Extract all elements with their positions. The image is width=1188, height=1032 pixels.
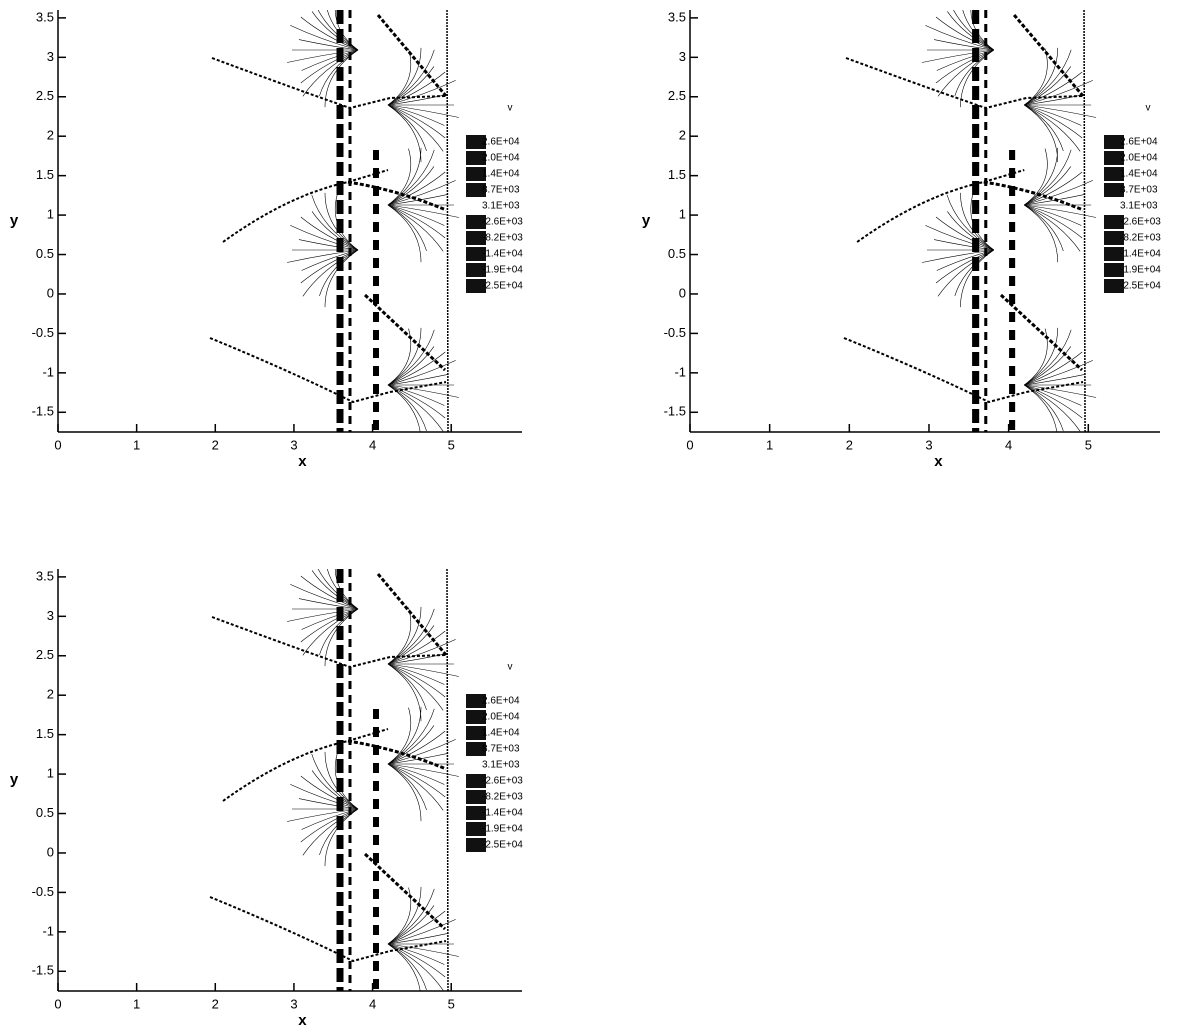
y-tick-label: 1 bbox=[47, 766, 54, 781]
y-tick-label: 0 bbox=[47, 844, 54, 859]
colorbar-title: v bbox=[1146, 103, 1151, 114]
x-tick-label: 5 bbox=[448, 996, 455, 1011]
y-tick-label: 1 bbox=[47, 207, 54, 222]
colorbar-label: -8.2E+03 bbox=[1120, 233, 1161, 244]
x-tick-label: 2 bbox=[846, 437, 853, 452]
x-tick-label: 3 bbox=[290, 996, 297, 1011]
y-tick-label: 2 bbox=[679, 128, 686, 143]
y-tick-label: 3 bbox=[47, 49, 54, 64]
y-tick-label: 0.5 bbox=[36, 246, 54, 261]
y-tick-label: 1 bbox=[679, 207, 686, 222]
y-tick-label: -1.5 bbox=[664, 404, 686, 419]
colorbar-label: -1.4E+04 bbox=[482, 249, 523, 260]
colorbar-label: -2.6E+03 bbox=[482, 217, 523, 228]
colorbar-label: 2.6E+04 bbox=[482, 137, 520, 148]
y-tick-label: 3 bbox=[679, 49, 686, 64]
y-tick-label: 0 bbox=[679, 285, 686, 300]
y-axis-label: y bbox=[10, 212, 19, 229]
x-tick-label: 4 bbox=[369, 996, 376, 1011]
x-tick-label: 4 bbox=[1005, 437, 1012, 452]
x-tick-label: 1 bbox=[133, 437, 140, 452]
contour-plot: 0 1 2 3 4 5 -1.5 -1 -0.5 0 0.5 1 1.5 2 2.5 3 3.5 x y v 2.6E+… bbox=[10, 0, 523, 470]
y-tick-label: 1.5 bbox=[36, 726, 54, 741]
y-tick-label: 2.5 bbox=[36, 88, 54, 103]
y-tick-label: 0.5 bbox=[36, 805, 54, 820]
x-tick-label: 5 bbox=[448, 437, 455, 452]
x-tick-label: 2 bbox=[212, 437, 219, 452]
colorbar-label: -1.9E+04 bbox=[482, 265, 523, 276]
y-tick-label: 0 bbox=[47, 285, 54, 300]
x-tick-label: 3 bbox=[290, 437, 297, 452]
y-tick-label: 2.5 bbox=[668, 88, 686, 103]
colorbar-label: 2.0E+04 bbox=[482, 712, 520, 723]
contour-plot: 0 1 2 3 4 5 -1.5 -1 -0.5 0 0.5 1 1.5 2 2.5 3 3.5 x y v 2.6E+… bbox=[10, 552, 523, 1029]
x-tick-label: 4 bbox=[369, 437, 376, 452]
y-axis-label: y bbox=[642, 212, 651, 229]
y-tick-label: -1.5 bbox=[32, 963, 54, 978]
figure: 0 1 2 3 4 5 -1.5 -1 -0.5 0 0.5 1 1.5 2 2.5 3 3.5 x y v 2.6E+… bbox=[0, 0, 1188, 1032]
y-tick-label: -0.5 bbox=[32, 884, 54, 899]
y-tick-label: -1 bbox=[42, 923, 54, 938]
contour-field bbox=[844, 0, 1096, 442]
colorbar-label: 3.1E+03 bbox=[482, 760, 520, 771]
x-axis-label: x bbox=[934, 453, 943, 470]
colorbar-label: -2.5E+04 bbox=[482, 840, 523, 851]
y-tick-label: 3.5 bbox=[36, 568, 54, 583]
colorbar-label: 3.1E+03 bbox=[1120, 201, 1158, 212]
colorbar-label: -1.4E+04 bbox=[1120, 249, 1161, 260]
x-axis-label: x bbox=[298, 453, 307, 470]
y-tick-label: 3.5 bbox=[668, 9, 686, 24]
x-axis-label: x bbox=[298, 1012, 307, 1029]
contour-plot: 0 1 2 3 4 5 -1.5 -1 -0.5 0 0.5 1 1.5 2 2.5 3 3.5 x y v 2.6E+… bbox=[642, 0, 1161, 470]
colorbar-label: -1.9E+04 bbox=[1120, 265, 1161, 276]
colorbar-label: 1.4E+04 bbox=[1120, 169, 1158, 180]
colorbar-label: -1.4E+04 bbox=[482, 808, 523, 819]
colorbar-title: v bbox=[508, 662, 513, 673]
colorbar-label: 2.0E+04 bbox=[1120, 153, 1158, 164]
y-tick-label: 1.5 bbox=[668, 167, 686, 182]
x-tick-label: 0 bbox=[54, 996, 61, 1011]
colorbar-label: 2.0E+04 bbox=[482, 153, 520, 164]
colorbar-label: -2.6E+03 bbox=[1120, 217, 1161, 228]
x-tick-label: 3 bbox=[925, 437, 932, 452]
y-tick-label: -1.5 bbox=[32, 404, 54, 419]
y-tick-label: 2 bbox=[47, 687, 54, 702]
colorbar-label: 8.7E+03 bbox=[482, 185, 520, 196]
y-tick-label: -0.5 bbox=[664, 325, 686, 340]
x-tick-label: 0 bbox=[54, 437, 61, 452]
colorbar-label: -2.5E+04 bbox=[1120, 281, 1161, 292]
colorbar-title: v bbox=[508, 103, 513, 114]
y-tick-label: 3 bbox=[47, 608, 54, 623]
y-tick-label: 2 bbox=[47, 128, 54, 143]
colorbar-label: 2.6E+04 bbox=[1120, 137, 1158, 148]
y-tick-label: -1 bbox=[674, 364, 686, 379]
contour-field bbox=[210, 552, 459, 1001]
colorbar-label: 1.4E+04 bbox=[482, 728, 520, 739]
y-tick-label: -0.5 bbox=[32, 325, 54, 340]
colorbar-label: 8.7E+03 bbox=[1120, 185, 1158, 196]
colorbar-label: -8.2E+03 bbox=[482, 233, 523, 244]
x-tick-label: 1 bbox=[766, 437, 773, 452]
colorbar-label: 1.4E+04 bbox=[482, 169, 520, 180]
y-axis-label: y bbox=[10, 771, 19, 788]
colorbar-label: -8.2E+03 bbox=[482, 792, 523, 803]
y-tick-label: 0.5 bbox=[668, 246, 686, 261]
x-tick-label: 5 bbox=[1085, 437, 1092, 452]
colorbar-label: -1.9E+04 bbox=[482, 824, 523, 835]
y-tick-label: 3.5 bbox=[36, 9, 54, 24]
x-tick-label: 0 bbox=[686, 437, 693, 452]
colorbar-label: 8.7E+03 bbox=[482, 744, 520, 755]
y-tick-label: 2.5 bbox=[36, 647, 54, 662]
x-tick-label: 1 bbox=[133, 996, 140, 1011]
x-tick-label: 2 bbox=[212, 996, 219, 1011]
colorbar-label: -2.5E+04 bbox=[482, 281, 523, 292]
contour-field bbox=[210, 0, 459, 442]
colorbar-label: 2.6E+04 bbox=[482, 696, 520, 707]
y-tick-label: -1 bbox=[42, 364, 54, 379]
y-tick-label: 1.5 bbox=[36, 167, 54, 182]
colorbar-label: -2.6E+03 bbox=[482, 776, 523, 787]
colorbar-label: 3.1E+03 bbox=[482, 201, 520, 212]
